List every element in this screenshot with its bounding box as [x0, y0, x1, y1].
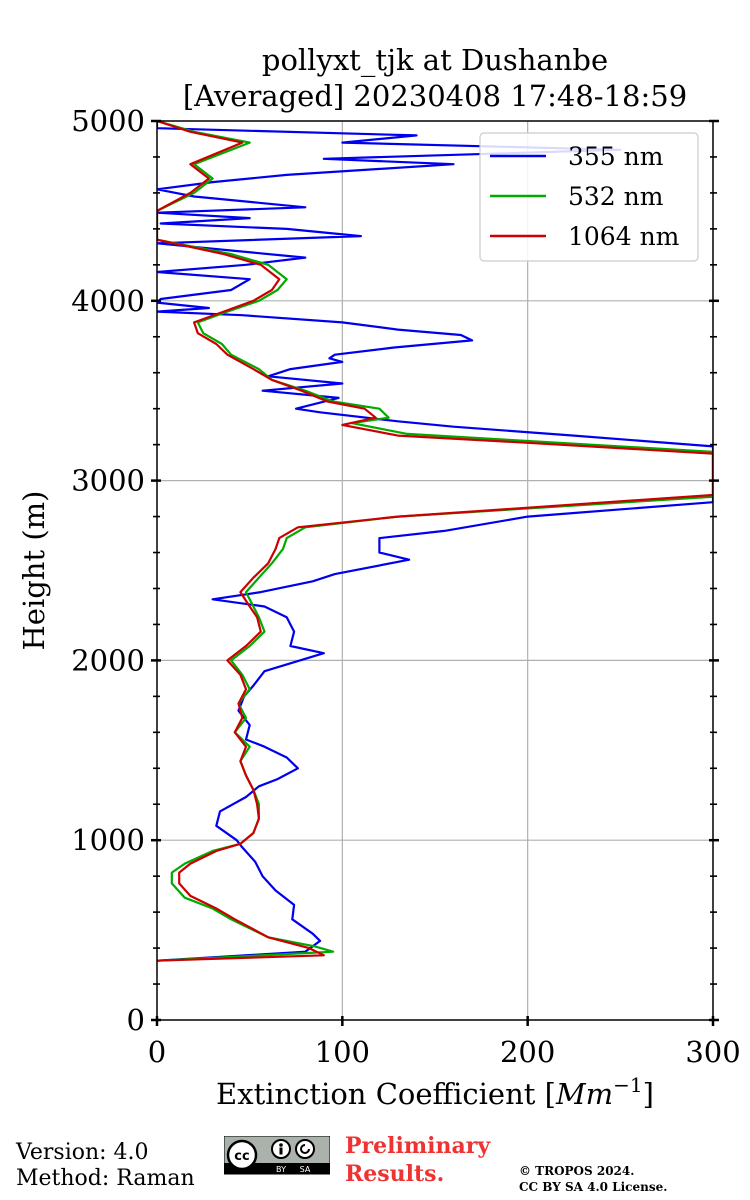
cc-icon	[226, 1139, 258, 1171]
chart-title-line-2: [Averaged] 20230408 17:48-18:59	[182, 79, 688, 113]
y-tick-label: 2000	[71, 643, 145, 677]
plot-frame	[156, 120, 714, 1021]
y-tick-label: 3000	[71, 464, 145, 498]
cc-sa-text: SA	[300, 1165, 311, 1174]
legend: 355 nm 532 nm 1064 nm	[479, 132, 699, 262]
preliminary-results-note: Preliminary Results.	[345, 1132, 490, 1188]
x-tick-label: 100	[315, 1035, 370, 1069]
preliminary-line-1: Preliminary	[345, 1133, 491, 1159]
y-tick-label: 1000	[71, 823, 145, 857]
preliminary-line-2: Results.	[345, 1161, 445, 1187]
sa-share-alike-icon	[295, 1139, 315, 1159]
y-tick-label: 0	[127, 1003, 145, 1037]
version-label: Version: 4.0	[16, 1140, 149, 1165]
legend-entry: 1064 nm	[568, 222, 680, 251]
grid-lines	[157, 121, 713, 1020]
legend-box	[479, 132, 699, 262]
x-tick-label: 300	[685, 1035, 740, 1069]
legend-entry: 355 nm	[568, 142, 664, 171]
cc-by-sa-license-badge: cc BY SA	[224, 1136, 330, 1175]
copyright-note: © TROPOS 2024. CC BY SA 4.0 License.	[519, 1163, 667, 1195]
extinction-profile-chart: 0 1000 2000 3000 4000 5000 0 100 200 300 355 nm 53…	[17, 104, 741, 1111]
x-tick-label: 200	[500, 1035, 555, 1069]
copyright-line-2: CC BY SA 4.0 License.	[519, 1180, 668, 1194]
svg-text:cc: cc	[234, 1149, 249, 1164]
series-lines	[157, 121, 713, 962]
cc-by-text: BY	[276, 1165, 286, 1174]
copyright-line-1: © TROPOS 2024.	[519, 1164, 635, 1178]
y-tick-label: 4000	[71, 284, 145, 318]
axis-ticks: 0 1000 2000 3000 4000 5000 0 100 200 300	[71, 104, 740, 1069]
x-axis-label: Extinction Coefficient [Mm−1]	[216, 1073, 654, 1111]
x-tick-label: 0	[148, 1035, 166, 1069]
series-line-355-nm	[157, 121, 713, 962]
y-axis-label: Height (m)	[17, 491, 51, 651]
series-line-1064-nm	[157, 121, 713, 962]
chart-title-line-1: pollyxt_tjk at Dushanbe	[261, 43, 609, 77]
method-label: Method: Raman	[16, 1166, 195, 1191]
y-tick-label: 5000	[71, 104, 145, 138]
legend-entry: 532 nm	[568, 182, 664, 211]
